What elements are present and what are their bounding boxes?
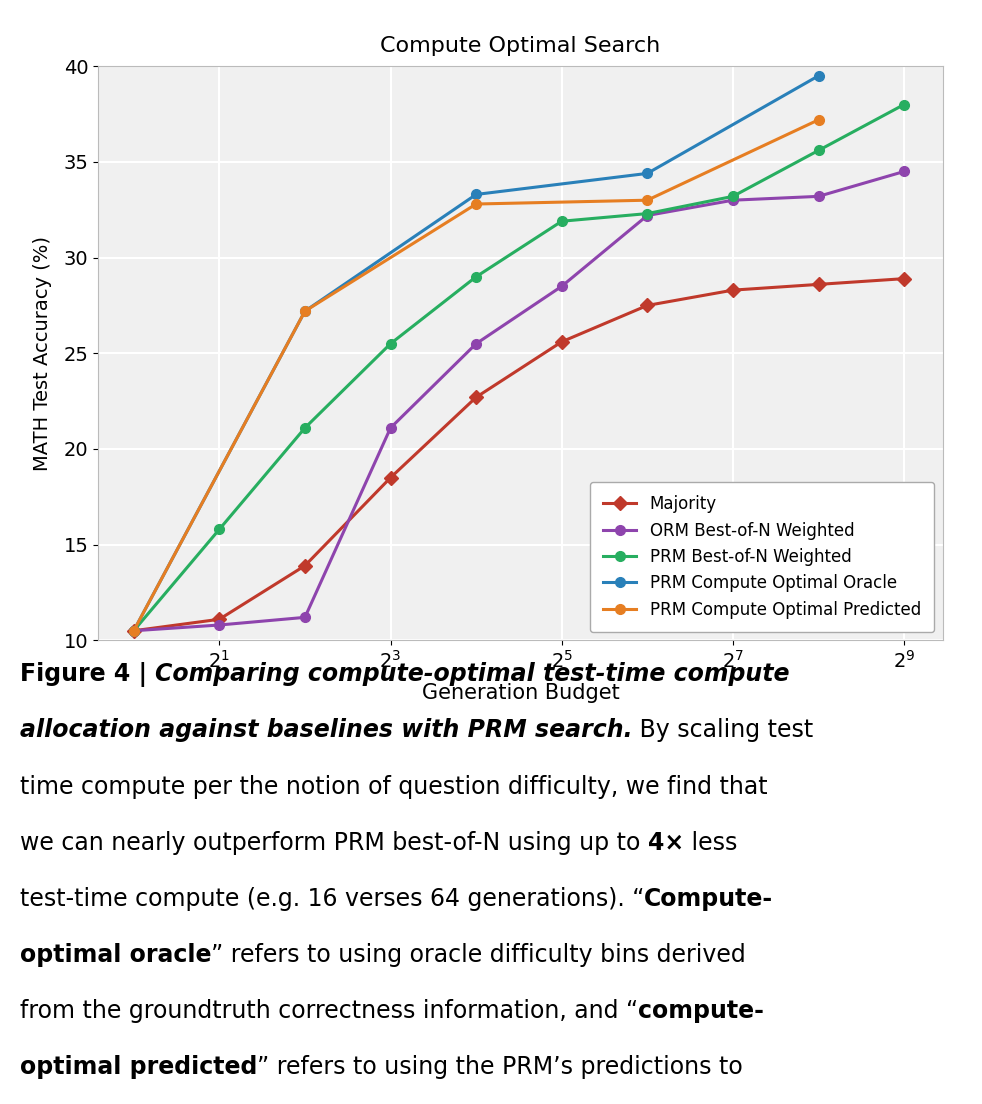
Text: test-time compute (e.g. 16 verses 64 generations). “: test-time compute (e.g. 16 verses 64 gen… (20, 887, 644, 911)
PRM Compute Optimal Oracle (300, 305, 311, 318)
ORM Best-of-N Weighted (128, 624, 139, 637)
Text: optimal oracle: optimal oracle (20, 943, 211, 967)
Line: PRM Compute Optimal Oracle: PRM Compute Optimal Oracle (129, 71, 823, 636)
Majority (813, 278, 825, 291)
PRM Compute Optimal Oracle (813, 70, 825, 83)
Line: PRM Compute Optimal Predicted: PRM Compute Optimal Predicted (129, 115, 823, 636)
PRM Best-of-N Weighted (727, 190, 738, 203)
PRM Compute Optimal Oracle (128, 624, 139, 637)
PRM Best-of-N Weighted (385, 337, 397, 350)
ORM Best-of-N Weighted (300, 611, 311, 624)
Line: PRM Best-of-N Weighted: PRM Best-of-N Weighted (129, 99, 909, 636)
Text: from the groundtruth correctness information, and “: from the groundtruth correctness informa… (20, 999, 638, 1023)
Text: Compute-: Compute- (644, 887, 773, 911)
PRM Compute Optimal Oracle (641, 167, 653, 180)
Text: ” refers to using the PRM’s predictions to: ” refers to using the PRM’s predictions … (257, 1055, 742, 1079)
PRM Best-of-N Weighted (300, 422, 311, 435)
Legend: Majority, ORM Best-of-N Weighted, PRM Best-of-N Weighted, PRM Compute Optimal Or: Majority, ORM Best-of-N Weighted, PRM Be… (590, 482, 935, 631)
Text: time compute per the notion of question difficulty, we find that: time compute per the notion of question … (20, 775, 767, 798)
Text: 4×: 4× (647, 830, 683, 854)
Majority (899, 272, 910, 285)
PRM Best-of-N Weighted (213, 522, 225, 535)
PRM Best-of-N Weighted (813, 144, 825, 157)
ORM Best-of-N Weighted (556, 279, 568, 293)
Majority (385, 471, 397, 485)
Majority (556, 336, 568, 349)
Majority (727, 284, 738, 297)
PRM Best-of-N Weighted (556, 214, 568, 227)
PRM Compute Optimal Predicted (300, 305, 311, 318)
Y-axis label: MATH Test Accuracy (%): MATH Test Accuracy (%) (33, 236, 52, 470)
PRM Compute Optimal Predicted (470, 198, 482, 211)
Majority (213, 613, 225, 626)
Majority (300, 559, 311, 572)
X-axis label: Generation Budget: Generation Budget (421, 683, 620, 703)
Majority (128, 624, 139, 637)
PRM Best-of-N Weighted (470, 270, 482, 284)
Text: less: less (683, 830, 737, 854)
PRM Best-of-N Weighted (641, 206, 653, 220)
Text: allocation against baselines with PRM search.: allocation against baselines with PRM se… (20, 719, 632, 743)
Text: we can nearly outperform PRM best-of-N using up to: we can nearly outperform PRM best-of-N u… (20, 830, 647, 854)
Text: Figure 4 |: Figure 4 | (20, 662, 155, 688)
PRM Best-of-N Weighted (128, 624, 139, 637)
Line: Majority: Majority (129, 274, 909, 636)
Text: compute-: compute- (638, 999, 764, 1023)
PRM Compute Optimal Predicted (641, 193, 653, 206)
Title: Compute Optimal Search: Compute Optimal Search (380, 36, 661, 56)
Majority (641, 299, 653, 312)
ORM Best-of-N Weighted (213, 618, 225, 631)
PRM Compute Optimal Oracle (470, 188, 482, 201)
ORM Best-of-N Weighted (899, 164, 910, 178)
ORM Best-of-N Weighted (641, 209, 653, 222)
PRM Compute Optimal Predicted (813, 114, 825, 127)
ORM Best-of-N Weighted (470, 337, 482, 350)
Line: ORM Best-of-N Weighted: ORM Best-of-N Weighted (129, 167, 909, 636)
ORM Best-of-N Weighted (813, 190, 825, 203)
PRM Best-of-N Weighted (899, 98, 910, 112)
Text: Comparing compute-optimal test-time compute: Comparing compute-optimal test-time comp… (155, 662, 790, 687)
Majority (470, 391, 482, 404)
ORM Best-of-N Weighted (385, 422, 397, 435)
Text: optimal predicted: optimal predicted (20, 1055, 257, 1079)
ORM Best-of-N Weighted (727, 193, 738, 206)
Text: ” refers to using oracle difficulty bins derived: ” refers to using oracle difficulty bins… (211, 943, 746, 967)
PRM Compute Optimal Predicted (128, 624, 139, 637)
Text: By scaling test: By scaling test (632, 719, 813, 743)
